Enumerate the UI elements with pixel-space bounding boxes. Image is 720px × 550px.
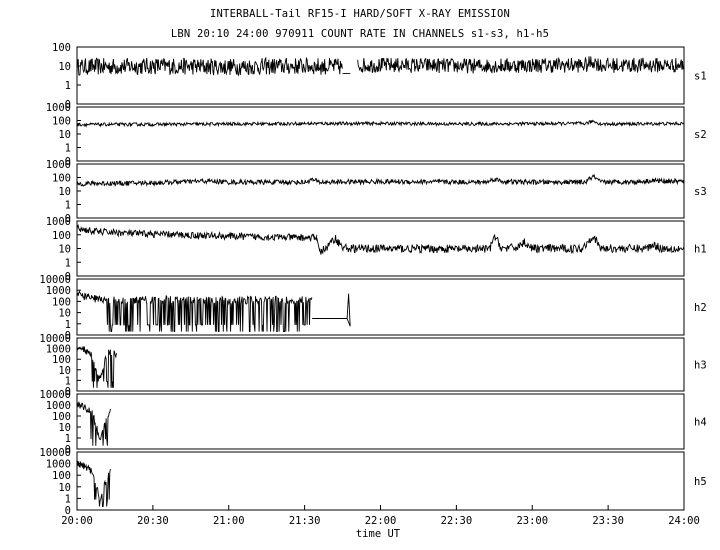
panel-label-h1: h1 [694, 244, 707, 256]
panel-frame-h5 [76, 451, 685, 511]
y-tick-label-s3-2: 10 [58, 186, 71, 198]
y-tick-label-s2-4: 0 [65, 156, 71, 168]
panel-frames [76, 46, 685, 511]
panel-label-h5: h5 [694, 476, 707, 488]
panel-frame-h4 [76, 393, 685, 450]
x-tick-label-3: 21:30 [289, 515, 321, 527]
trace-s2 [76, 119, 685, 128]
x-tick-label-5: 22:30 [441, 515, 473, 527]
y-tick-label-h3-5: 0 [65, 386, 71, 398]
y-tick-label-h2-0: 10000 [39, 274, 71, 286]
y-tick-label-h4-4: 1 [65, 433, 71, 445]
trace-h1 [76, 224, 685, 255]
y-tick-label-h4-1: 1000 [46, 400, 71, 412]
y-tick-label-h2-2: 100 [52, 296, 71, 308]
panel-label-h4: h4 [694, 417, 707, 429]
panel-frame-s3 [76, 163, 685, 219]
y-tick-label-h4-5: 0 [65, 444, 71, 456]
y-tick-label-s2-1: 100 [52, 116, 71, 128]
y-tick-label-s1-2: 1 [65, 80, 71, 92]
y-tick-label-h1-2: 10 [58, 244, 71, 256]
x-axis-label: time UT [356, 528, 401, 540]
y-tick-label-h4-0: 10000 [39, 389, 71, 401]
y-tick-label-h3-1: 1000 [46, 344, 71, 356]
trace-h2 [76, 290, 351, 333]
y-tick-label-s1-3: 0 [65, 99, 71, 111]
y-tick-label-h1-4: 0 [65, 271, 71, 283]
panel-labels: s1 s2 s3 h1 h2 h3 h4 h5 [694, 71, 707, 489]
y-tick-label-s3-0: 1000 [46, 159, 71, 171]
y-tick-label-h3-2: 100 [52, 354, 71, 366]
y-tick-label-s1-0: 100 [52, 42, 71, 54]
y-tick-label-h5-5: 0 [65, 505, 71, 517]
x-tick-label-1: 20:30 [137, 515, 169, 527]
panel-frame-h2 [76, 278, 685, 336]
y-tick-label-h1-3: 1 [65, 257, 71, 269]
x-tick-label-6: 23:00 [516, 515, 548, 527]
x-tick-label-8: 24:00 [668, 515, 700, 527]
y-tick-label-h3-0: 10000 [39, 333, 71, 345]
y-tick-label-h2-4: 1 [65, 319, 71, 331]
y-tick-label-h5-0: 10000 [39, 447, 71, 459]
y-tick-label-h2-1: 1000 [46, 285, 71, 297]
y-tick-label-s2-3: 1 [65, 143, 71, 155]
trace-h4 [76, 401, 111, 446]
y-tick-label-h2-3: 10 [58, 308, 71, 320]
y-tick-label-h5-3: 10 [58, 482, 71, 494]
trace-h5 [76, 460, 111, 507]
trace-s3 [76, 173, 685, 187]
x-tick-label-4: 22:00 [365, 515, 397, 527]
chart-title: INTERBALL-Tail RF15-I HARD/SOFT X-RAY EM… [210, 8, 510, 20]
y-tick-label-h1-1: 100 [52, 230, 71, 242]
x-tick-label-2: 21:00 [213, 515, 245, 527]
y-tick-label-h1-0: 1000 [46, 216, 71, 228]
traces [76, 56, 685, 507]
panel-label-h2: h2 [694, 302, 707, 314]
panel-label-s2: s2 [694, 129, 707, 141]
y-tick-label-h2-5: 0 [65, 330, 71, 342]
y-tick-label-s1-1: 10 [58, 61, 71, 73]
y-tick-label-h3-4: 1 [65, 375, 71, 387]
y-tick-label-h5-1: 1000 [46, 459, 71, 471]
y-tick-labels: 1001010100010010101000100101010001001010… [39, 42, 71, 517]
y-tick-label-s3-1: 100 [52, 173, 71, 185]
trace-s1 [76, 56, 685, 77]
panel-label-s1: s1 [694, 71, 707, 83]
panel-label-h3: h3 [694, 360, 707, 372]
panel-frame-s2 [76, 106, 685, 162]
x-axis: 20:00 20:30 21:00 21:30 22:00 22:30 23:00 23:30… [61, 505, 700, 527]
y-tick-label-h5-2: 100 [52, 470, 71, 482]
y-tick-label-s3-3: 1 [65, 200, 71, 212]
y-tick-label-s3-4: 0 [65, 213, 71, 225]
panel-frame-h3 [76, 337, 685, 392]
y-tick-label-s2-2: 10 [58, 129, 71, 141]
y-tick-label-h5-4: 1 [65, 493, 71, 505]
panel-label-s3: s3 [694, 186, 707, 198]
y-tick-label-h4-3: 10 [58, 422, 71, 434]
y-tick-label-h4-2: 100 [52, 411, 71, 423]
x-tick-label-0: 20:00 [61, 515, 93, 527]
chart-subtitle: LBN 20:10 24:00 970911 COUNT RATE IN CHA… [170, 28, 550, 40]
y-tick-label-s2-0: 1000 [46, 102, 71, 114]
panel-frame-h1 [76, 220, 685, 277]
x-tick-label-7: 23:30 [592, 515, 624, 527]
panel-frame-s1 [76, 46, 685, 105]
trace-h3 [76, 346, 117, 388]
y-tick-label-h3-3: 10 [58, 365, 71, 377]
